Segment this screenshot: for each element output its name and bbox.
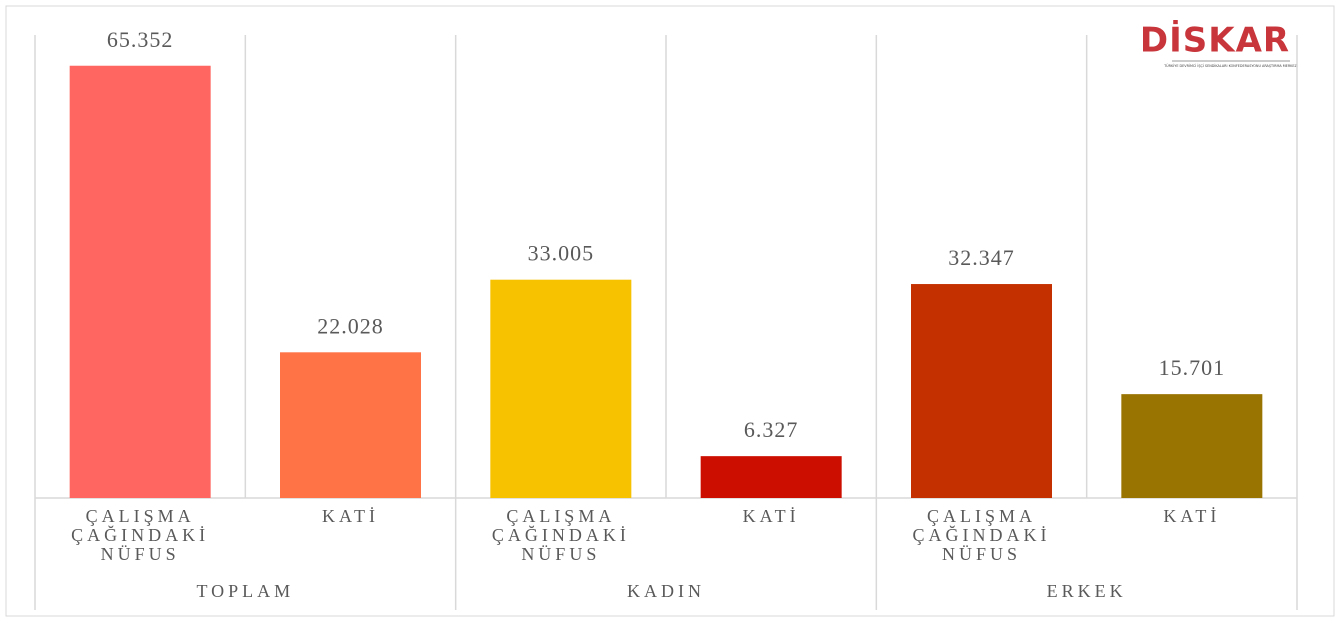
logo-subtitle: TÜRKİYE DEVRİMCİ İŞÇİ SENDİKALARI KONFED…: [1163, 63, 1298, 68]
frame: [5, 5, 1335, 617]
bar: [911, 284, 1052, 498]
data-label: 15.701: [1159, 355, 1226, 380]
data-label: 6.327: [744, 417, 799, 442]
group-label: KADIN: [627, 581, 705, 601]
data-label: 32.347: [948, 245, 1015, 270]
x-tick-label: ÇALIŞMA ÇAĞINDAKİ NÜFUS: [913, 506, 1051, 564]
logo: DİSKAR TÜRKİYE DEVRİMCİ İŞÇİ SENDİKALARI…: [1140, 20, 1298, 69]
data-label: 65.352: [107, 27, 174, 52]
bar: [1121, 394, 1263, 498]
x-tick-label: KATİ: [1163, 506, 1220, 526]
group-label: TOPLAM: [196, 581, 294, 601]
bar: [69, 65, 211, 499]
bar: [490, 279, 632, 498]
x-tick-label: ÇALIŞMA ÇAĞINDAKİ NÜFUS: [492, 506, 630, 564]
group-label: ERKEK: [1047, 581, 1127, 601]
x-tick-label: ÇALIŞMA ÇAĞINDAKİ NÜFUS: [71, 506, 209, 564]
bar: [700, 456, 842, 498]
data-label: 33.005: [528, 241, 595, 266]
bar: [280, 352, 421, 498]
x-tick-label: KATİ: [743, 506, 800, 526]
logo-text: DİSKAR: [1140, 20, 1290, 61]
data-label: 22.028: [317, 313, 384, 338]
x-tick-label: KATİ: [322, 506, 379, 526]
